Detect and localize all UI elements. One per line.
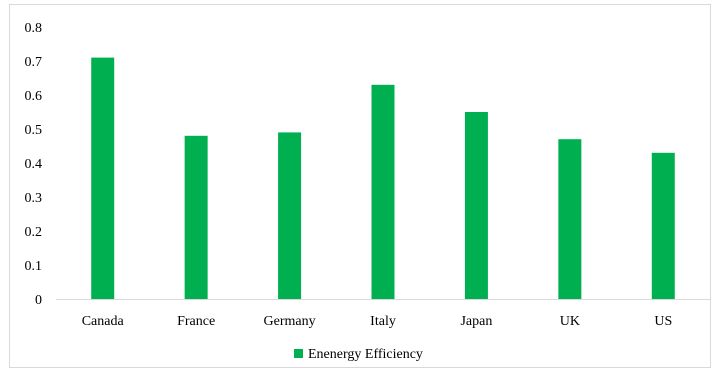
y-tick-label: 0.1 [25, 259, 43, 274]
y-tick-label: 0.6 [25, 89, 43, 104]
bar-italy [371, 84, 395, 299]
legend-label: Enenergy Efficiency [308, 347, 423, 362]
x-tick-label: Germany [264, 314, 316, 329]
y-tick-label: 0.4 [25, 157, 43, 172]
x-tick-label: France [177, 314, 215, 329]
bar-us [651, 152, 675, 299]
chart-area [9, 4, 711, 368]
y-axis-ticks: 0 0.1 0.2 0.3 0.4 0.5 0.6 0.7 0.8 [25, 21, 43, 308]
x-tick-label: Canada [82, 314, 125, 329]
y-tick-label: 0.2 [25, 225, 43, 240]
bar-france [184, 135, 208, 299]
y-tick-label: 0.8 [25, 21, 43, 36]
x-tick-label: US [654, 314, 672, 329]
y-tick-label: 0.3 [25, 191, 43, 206]
legend-swatch [294, 349, 303, 358]
bars [91, 57, 675, 299]
x-tick-label: Italy [370, 314, 396, 329]
x-tick-label: UK [560, 314, 580, 329]
bar-germany [278, 132, 302, 299]
legend: Enenergy Efficiency [294, 347, 423, 362]
y-tick-label: 0.5 [25, 123, 43, 138]
y-tick-label: 0 [35, 293, 42, 308]
bar-canada [91, 57, 115, 299]
y-tick-label: 0.7 [25, 55, 43, 70]
bar-uk [558, 139, 582, 299]
x-tick-label: Japan [460, 314, 492, 329]
bar-japan [464, 112, 488, 299]
x-axis-ticks: Canada France Germany Italy Japan UK US [82, 314, 673, 329]
